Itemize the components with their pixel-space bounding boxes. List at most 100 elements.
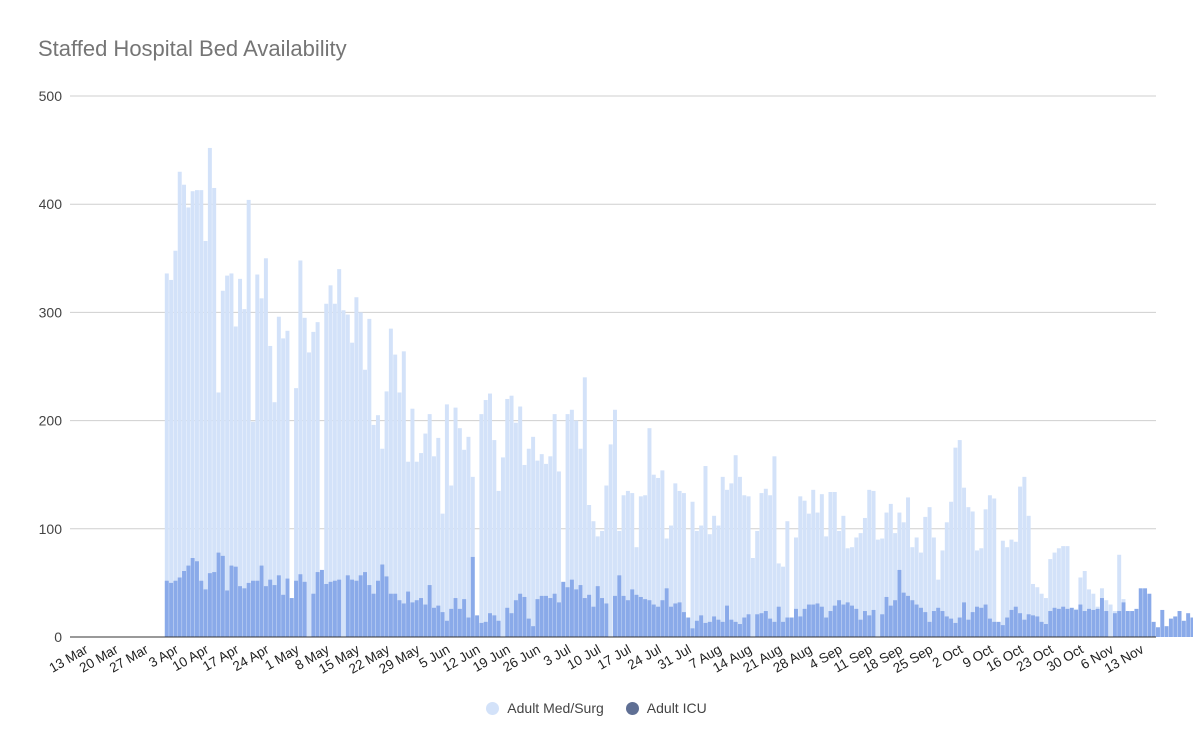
med-surg-bar — [673, 483, 678, 637]
icu-bar — [923, 612, 928, 637]
icu-bar — [595, 586, 600, 637]
med-surg-bar — [182, 184, 187, 637]
med-surg-bar — [1018, 486, 1023, 637]
series-med-surg-bars — [164, 147, 1126, 638]
icu-bar — [1000, 625, 1005, 637]
icu-bar — [1160, 609, 1165, 637]
med-surg-bar — [302, 317, 307, 637]
icu-bar — [815, 603, 820, 637]
icu-bar — [328, 581, 333, 637]
med-surg-bar — [423, 433, 428, 637]
med-surg-bar — [432, 456, 436, 637]
icu-bar — [1052, 607, 1057, 637]
y-tick-label: 400 — [39, 196, 63, 212]
icu-bar — [918, 607, 923, 637]
med-surg-bar — [651, 474, 656, 637]
icu-bar — [294, 580, 299, 637]
med-surg-bar — [509, 395, 514, 637]
med-surg-bar — [276, 316, 281, 637]
legend-swatch-med-surg — [486, 701, 500, 715]
icu-bar — [207, 573, 212, 637]
icu-bar — [582, 598, 587, 637]
icu-bar — [414, 600, 419, 637]
med-surg-bar — [681, 493, 686, 637]
icu-bar — [914, 604, 919, 637]
icu-bar — [1186, 613, 1191, 637]
icu-bar — [957, 617, 962, 637]
icu-bar — [522, 596, 527, 637]
icu-bar — [703, 622, 708, 637]
icu-bar — [1147, 593, 1152, 637]
med-surg-bar — [1108, 604, 1113, 637]
med-surg-bar — [625, 490, 630, 637]
icu-bar — [884, 596, 889, 637]
med-surg-bar — [837, 530, 842, 637]
icu-bar — [1091, 609, 1096, 637]
icu-bar — [1190, 617, 1193, 637]
med-surg-bar — [251, 421, 255, 637]
med-surg-bar — [755, 530, 760, 637]
icu-bar — [552, 593, 557, 637]
icu-bar — [259, 565, 264, 637]
icu-bar — [363, 572, 368, 637]
med-surg-bar — [388, 328, 393, 637]
legend-label-icu: Adult ICU — [646, 700, 707, 716]
icu-bar — [574, 589, 579, 637]
med-surg-bar — [449, 485, 454, 637]
icu-bar — [242, 588, 247, 637]
icu-bar — [901, 592, 906, 637]
icu-bar — [513, 600, 518, 637]
icu-bar — [742, 617, 747, 637]
med-surg-bar — [513, 422, 518, 637]
med-surg-bar — [225, 275, 230, 637]
icu-bar — [337, 579, 342, 637]
icu-bar — [539, 595, 544, 637]
icu-bar — [384, 576, 389, 637]
icu-bar — [371, 593, 376, 637]
icu-bar — [220, 555, 225, 637]
legend-item-icu[interactable]: Adult ICU — [625, 700, 707, 716]
med-surg-bar — [957, 440, 962, 637]
med-surg-bar — [531, 436, 536, 637]
icu-bar — [1130, 611, 1135, 637]
icu-bar — [190, 558, 195, 637]
icu-bar — [444, 620, 449, 637]
med-surg-bar — [733, 455, 738, 637]
icu-bar — [509, 613, 514, 637]
med-surg-bar — [893, 533, 898, 637]
icu-bar — [233, 566, 238, 637]
med-surg-bar — [1082, 571, 1087, 637]
med-surg-bar — [238, 278, 243, 637]
icu-bar — [401, 603, 406, 637]
med-surg-bar — [419, 453, 424, 637]
icu-bar — [518, 593, 523, 637]
med-surg-bar — [656, 477, 661, 637]
med-surg-bar — [466, 436, 471, 637]
med-surg-bar — [725, 489, 730, 637]
med-surg-bar — [341, 310, 346, 637]
icu-bar — [1164, 626, 1169, 637]
icu-bar — [832, 605, 837, 637]
icu-bar — [466, 617, 471, 637]
icu-bar — [488, 613, 492, 637]
icu-bar — [212, 572, 217, 637]
med-surg-bar — [358, 312, 363, 637]
med-surg-bar — [457, 428, 462, 637]
icu-bar — [837, 600, 842, 637]
med-surg-bar — [660, 470, 665, 637]
icu-bar — [931, 611, 936, 637]
icu-bar — [556, 602, 561, 637]
med-surg-bar — [496, 490, 501, 637]
icu-bar — [1082, 611, 1087, 637]
icu-bar — [302, 581, 307, 637]
med-surg-bar — [582, 377, 587, 637]
y-tick-label: 100 — [39, 521, 63, 537]
med-surg-bar — [375, 415, 380, 637]
icu-bar — [725, 605, 730, 637]
icu-bar — [1043, 624, 1048, 637]
med-surg-bar — [401, 351, 406, 637]
legend-item-med-surg[interactable]: Adult Med/Surg — [486, 700, 604, 716]
icu-bar — [203, 589, 208, 637]
med-surg-bar — [591, 521, 596, 637]
med-surg-bar — [216, 392, 221, 637]
